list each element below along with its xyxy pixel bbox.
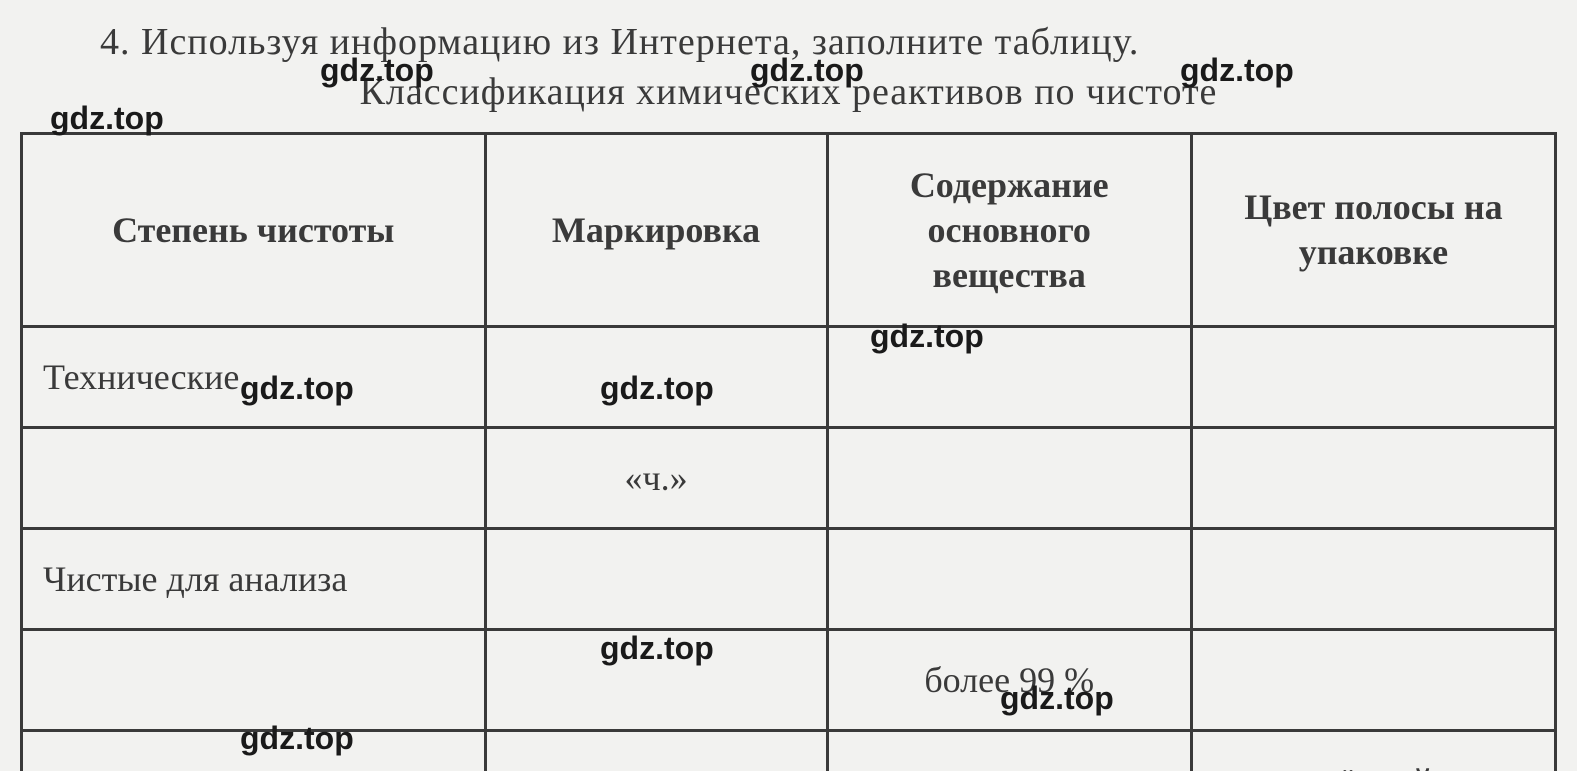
cell-content xyxy=(827,731,1191,771)
instruction-text: 4. Используя информацию из Интернета, за… xyxy=(100,20,1557,64)
table-row: более 99 % xyxy=(22,630,1556,731)
cell-marking: «ч.» xyxy=(485,428,827,529)
col-header-content: Содержание основного вещества xyxy=(827,134,1191,327)
table-row: «ч.» xyxy=(22,428,1556,529)
cell-content: более 99 % xyxy=(827,630,1191,731)
cell-content xyxy=(827,327,1191,428)
cell-purity xyxy=(22,731,486,771)
table-row: Чистые для анализа xyxy=(22,529,1556,630)
cell-purity: Чистые для анализа xyxy=(22,529,486,630)
cell-marking xyxy=(485,630,827,731)
cell-color xyxy=(1191,630,1555,731)
col-header-marking: Маркировка xyxy=(485,134,827,327)
cell-color xyxy=(1191,327,1555,428)
page: 4. Используя информацию из Интернета, за… xyxy=(0,0,1577,771)
col-header-color: Цвет полосы на упаковке xyxy=(1191,134,1555,327)
cell-content xyxy=(827,529,1191,630)
cell-marking xyxy=(485,529,827,630)
cell-purity xyxy=(22,428,486,529)
cell-purity xyxy=(22,630,486,731)
table-title: Классификация химических реактивов по чи… xyxy=(20,70,1557,114)
table-row: Технические xyxy=(22,327,1556,428)
cell-color: жёлтый xyxy=(1191,731,1555,771)
cell-color xyxy=(1191,529,1555,630)
cell-marking xyxy=(485,327,827,428)
cell-color xyxy=(1191,428,1555,529)
cell-marking xyxy=(485,731,827,771)
col-header-purity: Степень чистоты xyxy=(22,134,486,327)
reagent-table: Степень чистоты Маркировка Содержание ос… xyxy=(20,132,1557,771)
table-row: жёлтый xyxy=(22,731,1556,771)
table-header-row: Степень чистоты Маркировка Содержание ос… xyxy=(22,134,1556,327)
cell-content xyxy=(827,428,1191,529)
cell-purity: Технические xyxy=(22,327,486,428)
